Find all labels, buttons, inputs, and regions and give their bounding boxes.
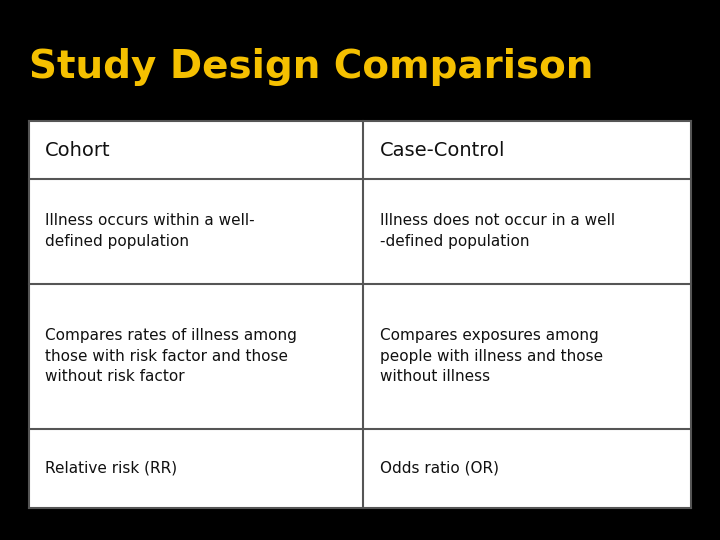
Text: Relative risk (RR): Relative risk (RR) bbox=[45, 461, 178, 476]
Text: Illness does not occur in a well
-defined population: Illness does not occur in a well -define… bbox=[380, 213, 615, 249]
Bar bbox=[29, 429, 364, 508]
Text: Cohort: Cohort bbox=[45, 140, 111, 159]
Text: Study Design Comparison: Study Design Comparison bbox=[29, 49, 593, 86]
Text: Odds ratio (OR): Odds ratio (OR) bbox=[380, 461, 499, 476]
Bar bbox=[364, 429, 691, 508]
Text: Compares rates of illness among
those with risk factor and those
without risk fa: Compares rates of illness among those wi… bbox=[45, 328, 297, 384]
Bar bbox=[364, 122, 691, 179]
Bar bbox=[364, 284, 691, 429]
Bar bbox=[29, 179, 364, 284]
Bar bbox=[29, 122, 364, 179]
Text: Illness occurs within a well-
defined population: Illness occurs within a well- defined po… bbox=[45, 213, 255, 249]
Text: Compares exposures among
people with illness and those
without illness: Compares exposures among people with ill… bbox=[380, 328, 603, 384]
Text: Case-Control: Case-Control bbox=[380, 140, 505, 159]
Bar bbox=[364, 179, 691, 284]
Bar bbox=[29, 284, 364, 429]
